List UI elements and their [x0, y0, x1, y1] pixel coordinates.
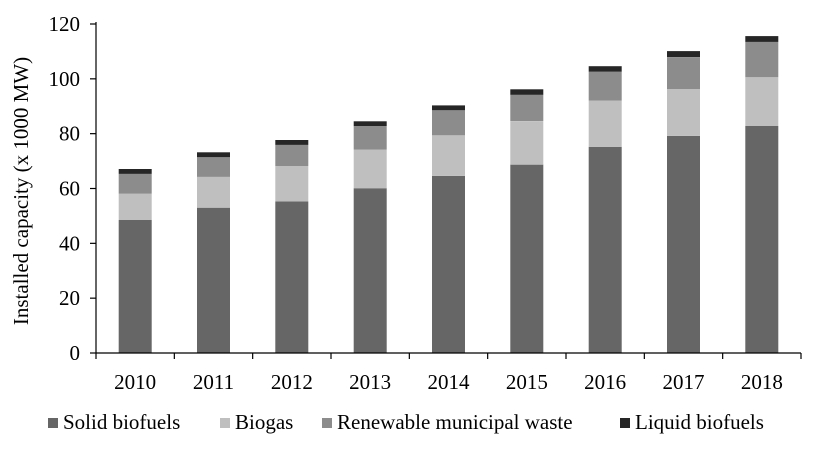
bar-segment-2015-series-1 [510, 121, 544, 165]
bar-segment-2010-series-1 [118, 193, 152, 220]
bar-segment-2014-series-0 [432, 175, 465, 353]
x-tick-label-2015: 2015 [506, 370, 548, 394]
bar-segment-2012-series-1 [275, 166, 309, 202]
x-tick-label-2013: 2013 [349, 370, 391, 394]
bar-segment-2010-series-0 [118, 220, 152, 353]
bar-segment-2017-series-0 [667, 135, 700, 353]
bar-segment-2016-series-3 [588, 66, 622, 72]
bar-segment-2014-series-2 [432, 110, 465, 136]
legend-label-2: Renewable municipal waste [337, 410, 573, 434]
x-tick-label-2017: 2017 [663, 370, 705, 394]
y-axis: 0 20 40 60 80 100 120 [49, 12, 97, 365]
bar-segment-2018-series-1 [745, 77, 779, 126]
bar-segment-2011-series-2 [197, 157, 230, 177]
bar-segment-2010-series-3 [118, 169, 152, 174]
bar-segment-2017-series-1 [667, 89, 700, 136]
legend: Solid biofuels Biogas Renewable municipal … [48, 410, 764, 434]
bar-segment-2014-series-1 [432, 135, 465, 176]
bar-segment-2013-series-2 [353, 126, 387, 150]
x-axis: 2010 2011 2012 2013 2014 2015 2016 2017 2018 [95, 352, 802, 394]
x-tick-label-2010: 2010 [114, 370, 156, 394]
legend-label-3: Liquid biofuels [635, 410, 764, 434]
legend-swatch-0 [48, 418, 58, 428]
x-tick-label-2018: 2018 [741, 370, 783, 394]
bar-segment-2018-series-2 [745, 41, 779, 78]
bar-segment-2010-series-2 [118, 174, 152, 194]
bar-segment-2013-series-1 [353, 149, 387, 189]
legend-swatch-3 [620, 418, 630, 428]
bar-segment-2012-series-0 [275, 201, 309, 353]
bar-segment-2011-series-0 [197, 207, 230, 353]
bar-segment-2012-series-3 [275, 140, 309, 145]
y-tick-label-100: 100 [49, 67, 81, 91]
bar-segment-2018-series-0 [745, 126, 779, 353]
bar-segment-2011-series-3 [197, 152, 230, 158]
bar-segment-2016-series-1 [588, 100, 622, 147]
x-tick-label-2016: 2016 [584, 370, 626, 394]
bar-segment-2017-series-2 [667, 57, 700, 89]
y-tick-label-120: 120 [49, 12, 81, 36]
legend-swatch-2 [322, 418, 332, 428]
x-tick-label-2011: 2011 [193, 370, 234, 394]
bar-segment-2015-series-3 [510, 89, 544, 95]
bar-segment-2016-series-2 [588, 71, 622, 101]
y-tick-label-20: 20 [59, 286, 80, 310]
bar-segment-2013-series-3 [353, 121, 387, 127]
bar-segment-2018-series-3 [745, 36, 779, 42]
x-tick-label-2014: 2014 [428, 370, 471, 394]
legend-label-0: Solid biofuels [63, 410, 180, 434]
x-tick-label-2012: 2012 [271, 370, 313, 394]
bar-segment-2016-series-0 [588, 146, 622, 353]
bar-segment-2017-series-3 [667, 51, 700, 58]
bar-segment-2013-series-0 [353, 188, 387, 353]
legend-swatch-1 [220, 418, 230, 428]
bar-segment-2012-series-2 [275, 144, 309, 166]
bar-segment-2015-series-2 [510, 94, 544, 121]
y-tick-label-80: 80 [59, 122, 80, 146]
legend-label-1: Biogas [235, 410, 293, 434]
y-tick-label-0: 0 [70, 341, 81, 365]
y-tick-label-60: 60 [59, 177, 80, 201]
bar-segment-2015-series-0 [510, 164, 544, 353]
y-tick-label-40: 40 [59, 231, 80, 255]
y-axis-title: Installed capacity (x 1000 MW) [9, 57, 33, 325]
bar-segment-2014-series-3 [432, 105, 465, 111]
bar-segment-2011-series-1 [197, 177, 230, 208]
bars-group [118, 36, 779, 353]
